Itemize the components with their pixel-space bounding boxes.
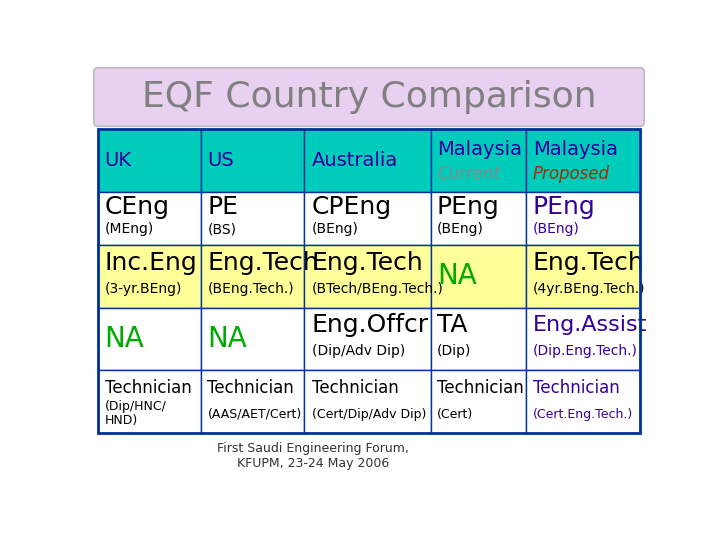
- Text: (Cert.Eng.Tech.): (Cert.Eng.Tech.): [533, 408, 633, 421]
- Text: HND): HND): [104, 414, 138, 427]
- Text: Eng.Offcr: Eng.Offcr: [312, 313, 429, 337]
- Text: Technician: Technician: [312, 379, 398, 397]
- Bar: [526, 192, 639, 245]
- Text: EQF Country Comparison: EQF Country Comparison: [142, 80, 596, 114]
- Text: Malaysia: Malaysia: [533, 140, 618, 159]
- Text: (3-yr.BEng): (3-yr.BEng): [104, 282, 182, 296]
- Text: (BEng): (BEng): [312, 222, 359, 236]
- Bar: [99, 308, 201, 370]
- Text: CPEng: CPEng: [312, 195, 392, 219]
- Bar: [201, 370, 304, 433]
- Bar: [201, 308, 304, 370]
- Text: Inc.Eng: Inc.Eng: [104, 251, 197, 275]
- Text: (Dip): (Dip): [437, 345, 472, 359]
- Text: Eng.Assist: Eng.Assist: [533, 315, 647, 335]
- Bar: [431, 245, 526, 308]
- Bar: [526, 129, 639, 192]
- Text: (BEng): (BEng): [437, 222, 484, 236]
- Bar: [431, 370, 526, 433]
- Text: UK: UK: [104, 151, 132, 170]
- Text: US: US: [207, 151, 234, 170]
- Text: First Saudi Engineering Forum,
KFUPM, 23-24 May 2006: First Saudi Engineering Forum, KFUPM, 23…: [217, 442, 409, 470]
- Bar: [431, 129, 526, 192]
- Text: Technician: Technician: [207, 379, 294, 397]
- Bar: [526, 308, 639, 370]
- Bar: [526, 245, 639, 308]
- Bar: [99, 192, 201, 245]
- Text: (BEng.Tech.): (BEng.Tech.): [207, 282, 294, 296]
- Text: (BS): (BS): [207, 222, 236, 236]
- Bar: [304, 192, 431, 245]
- Bar: [99, 129, 201, 192]
- Bar: [99, 370, 201, 433]
- Text: (MEng): (MEng): [104, 222, 154, 236]
- Text: (BEng): (BEng): [533, 222, 580, 236]
- Text: (Cert): (Cert): [437, 408, 473, 421]
- Text: (Dip.Eng.Tech.): (Dip.Eng.Tech.): [533, 345, 638, 359]
- Bar: [526, 370, 639, 433]
- Bar: [431, 192, 526, 245]
- Bar: [304, 370, 431, 433]
- Text: NA: NA: [207, 325, 247, 353]
- Text: PEng: PEng: [533, 195, 595, 219]
- Text: NA: NA: [437, 262, 477, 291]
- Text: TA: TA: [437, 313, 467, 337]
- Text: (Dip/Adv Dip): (Dip/Adv Dip): [312, 345, 405, 359]
- Text: Technician: Technician: [437, 379, 523, 397]
- Bar: [304, 308, 431, 370]
- Bar: [304, 129, 431, 192]
- Text: PE: PE: [207, 195, 238, 219]
- Text: Technician: Technician: [533, 379, 619, 397]
- Text: Technician: Technician: [104, 379, 192, 397]
- Text: Eng.Tech: Eng.Tech: [312, 251, 423, 275]
- Text: (4yr.BEng.Tech.): (4yr.BEng.Tech.): [533, 282, 645, 296]
- Text: Australia: Australia: [312, 151, 398, 170]
- Bar: [201, 192, 304, 245]
- Text: (AAS/AET/Cert): (AAS/AET/Cert): [207, 408, 302, 421]
- Text: Proposed: Proposed: [533, 165, 610, 183]
- FancyBboxPatch shape: [94, 68, 644, 126]
- Bar: [304, 245, 431, 308]
- Text: (BTech/BEng.Tech.): (BTech/BEng.Tech.): [312, 282, 444, 296]
- Text: Current: Current: [437, 165, 500, 183]
- Text: PEng: PEng: [437, 195, 500, 219]
- Text: Eng.Tech: Eng.Tech: [533, 251, 644, 275]
- Bar: [201, 129, 304, 192]
- Text: Eng.Tech: Eng.Tech: [207, 251, 319, 275]
- Bar: [99, 129, 639, 433]
- Text: (Dip/HNC/: (Dip/HNC/: [104, 400, 166, 413]
- Text: NA: NA: [104, 325, 144, 353]
- Text: CEng: CEng: [104, 195, 169, 219]
- Bar: [431, 308, 526, 370]
- Text: Malaysia: Malaysia: [437, 140, 522, 159]
- Bar: [99, 245, 201, 308]
- Bar: [201, 245, 304, 308]
- Text: (Cert/Dip/Adv Dip): (Cert/Dip/Adv Dip): [312, 408, 426, 421]
